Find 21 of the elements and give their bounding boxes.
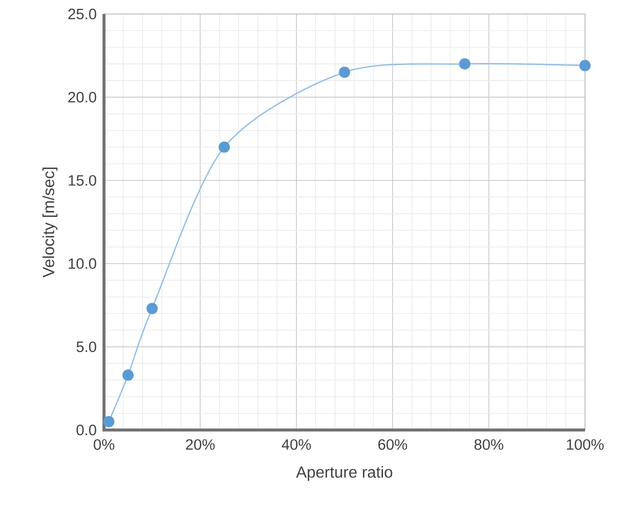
x-tick-label: 100%	[566, 439, 604, 450]
y-tick-label: 20.0	[68, 92, 96, 102]
y-axis-title: Velocity [m/sec]	[42, 168, 58, 278]
x-tick-label: 20%	[186, 439, 215, 450]
y-tick-label: 5.0	[76, 341, 96, 352]
point	[459, 58, 470, 70]
point	[579, 60, 591, 72]
y-tick-label: 10.0	[68, 258, 96, 269]
y-tick-label: 0.0	[76, 424, 96, 436]
y-tick-label: 25.0	[68, 8, 96, 20]
x-tick-label: 60%	[378, 439, 408, 450]
point	[338, 66, 350, 78]
y-tick-label: 15.0	[68, 175, 96, 186]
x-tick-label: 80%	[474, 439, 504, 450]
point	[146, 302, 158, 314]
x-axis-title: Aperture ratio	[296, 466, 392, 481]
x-tick-label: 0%	[94, 439, 114, 450]
point	[122, 369, 134, 381]
point	[218, 141, 230, 153]
x-tick-label: 40%	[282, 439, 311, 450]
point	[103, 416, 114, 428]
